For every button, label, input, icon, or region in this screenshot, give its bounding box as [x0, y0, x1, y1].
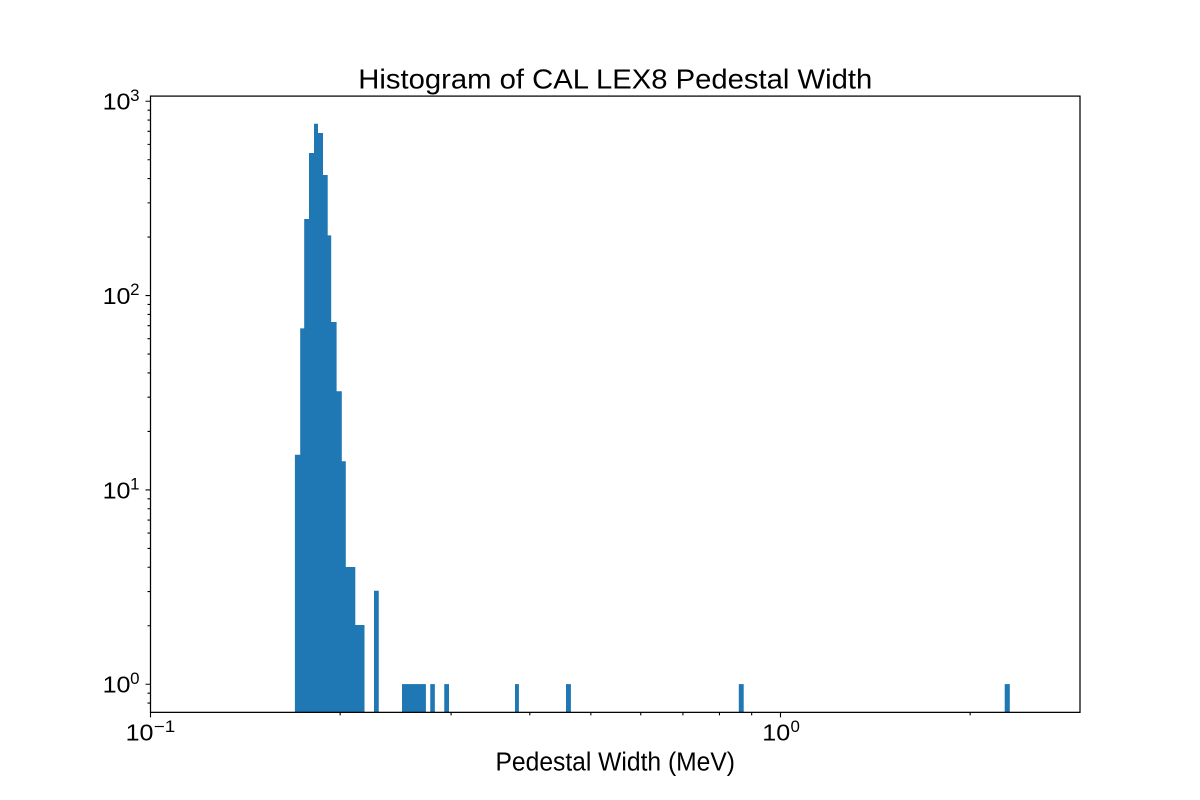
svg-text:Pedestal Width (MeV): Pedestal Width (MeV) [496, 749, 736, 777]
svg-text:−1: −1 [154, 718, 176, 736]
svg-text:2: 2 [130, 281, 139, 299]
svg-text:0: 0 [130, 670, 139, 688]
svg-text:1: 1 [130, 475, 139, 493]
svg-text:10: 10 [103, 89, 131, 115]
svg-text:10: 10 [103, 477, 131, 503]
svg-text:10: 10 [126, 720, 154, 746]
svg-text:3: 3 [130, 87, 139, 105]
svg-text:0: 0 [791, 718, 800, 736]
svg-text:10: 10 [103, 283, 131, 309]
svg-text:Histogram of CAL LEX8 Pedestal: Histogram of CAL LEX8 Pedestal Width [358, 63, 872, 94]
svg-text:10: 10 [762, 720, 790, 746]
svg-text:10: 10 [103, 672, 131, 698]
